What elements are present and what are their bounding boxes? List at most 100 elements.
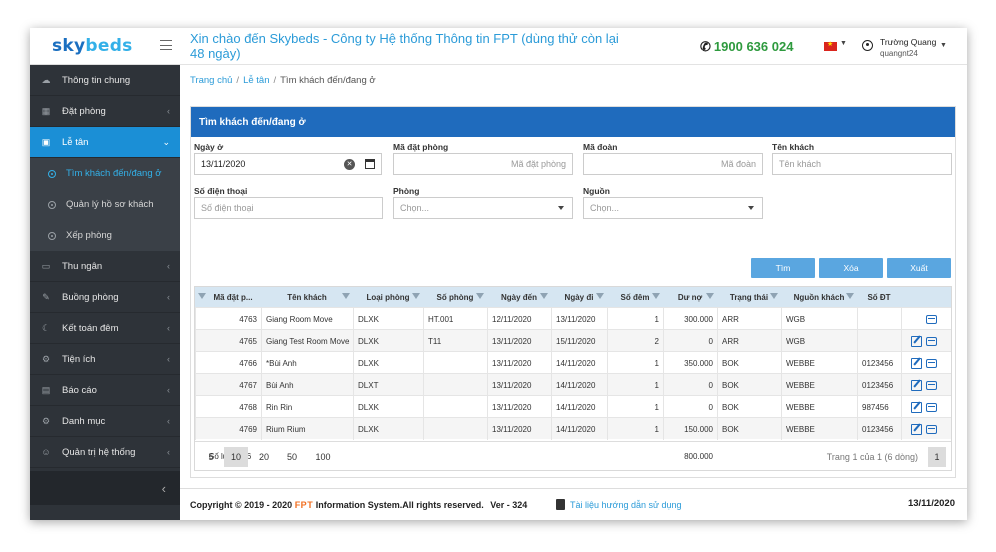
column-header-room-type[interactable]: Loại phòng <box>353 287 423 307</box>
user-login: quangnt24 <box>880 49 918 58</box>
vietnam-flag-icon[interactable] <box>824 40 837 51</box>
guest-name-input[interactable]: Tên khách <box>772 153 952 175</box>
group-code-input[interactable]: Mã đoàn <box>583 153 763 175</box>
column-header-arrival[interactable]: Ngày đến <box>487 287 551 307</box>
sidebar-item-reception[interactable]: ▣ Lễ tân ⌄ <box>30 127 180 158</box>
sidebar-item-reports[interactable]: ▤ Báo cáo ‹ <box>30 375 180 406</box>
filter-icon[interactable] <box>198 293 206 299</box>
page-number-button[interactable]: 1 <box>928 447 946 467</box>
column-header-departure[interactable]: Ngày đi <box>551 287 607 307</box>
user-guide-link[interactable]: Tài liệu hướng dẫn sử dụng <box>556 499 682 510</box>
booking-code-input[interactable]: Mã đặt phòng <box>393 153 573 175</box>
column-header-source[interactable]: Nguồn khách <box>781 287 857 307</box>
filter-icon[interactable] <box>706 293 714 299</box>
card-icon[interactable] <box>926 380 937 390</box>
column-header-booking-code[interactable]: Mã đặt p... <box>195 287 261 307</box>
edit-icon[interactable] <box>911 379 922 391</box>
cell-type: DLXK <box>353 396 423 418</box>
sidebar-item-night-audit[interactable]: ☾ Kết toán đêm ‹ <box>30 313 180 344</box>
sidebar-item-utilities[interactable]: ⚙ Tiện ích ‹ <box>30 344 180 375</box>
date-field[interactable]: 13/11/2020 ✕ <box>194 153 382 175</box>
card-icon[interactable] <box>926 336 937 346</box>
column-header-nights[interactable]: Số đêm <box>607 287 663 307</box>
phone-input[interactable]: Số điện thoại <box>194 197 383 219</box>
logo[interactable]: skybeds <box>52 36 133 56</box>
filter-icon[interactable] <box>846 293 854 299</box>
breadcrumb-section[interactable]: Lễ tân <box>243 75 270 86</box>
hamburger-icon[interactable] <box>160 40 172 50</box>
user-avatar-icon[interactable] <box>862 40 873 51</box>
sidebar-subitem-guest-profiles[interactable]: Quản lý hồ sơ khách <box>30 189 180 220</box>
column-header-guest-name[interactable]: Tên khách <box>261 287 353 307</box>
clear-button[interactable]: Xóa <box>819 258 883 278</box>
cell-depart: 14/11/2020 <box>551 352 607 374</box>
room-select[interactable]: Chọn... <box>393 197 573 219</box>
sidebar-subitem-room-assign[interactable]: Xếp phòng <box>30 220 180 251</box>
page-size-option[interactable]: 50 <box>286 452 297 462</box>
sidebar-item-catalog[interactable]: ⚙ Danh mục ‹ <box>30 406 180 437</box>
sidebar-subitem-label: Quản lý hồ sơ khách <box>66 199 154 210</box>
filter-icon[interactable] <box>412 293 420 299</box>
logo-accent: beds <box>85 36 133 56</box>
chevron-left-icon: ‹ <box>167 323 170 333</box>
gear-icon: ⚙ <box>41 353 51 364</box>
cell-type: DLXT <box>353 374 423 396</box>
table-row[interactable]: 4767 Bùi Anh DLXT 13/11/2020 14/11/2020 1 0 BOK… <box>195 373 951 396</box>
filter-icon[interactable] <box>596 293 604 299</box>
sidebar-item-admin[interactable]: ☺ Quản trị hệ thống ‹ <box>30 437 180 468</box>
caret-down-icon[interactable]: ▼ <box>940 42 947 49</box>
hotline[interactable]: ✆ 1900 636 024 <box>700 39 793 55</box>
filter-icon[interactable] <box>476 293 484 299</box>
hotline-number: 1900 636 024 <box>713 39 794 54</box>
circle-dot-icon <box>48 200 56 209</box>
cell-arrive: 13/11/2020 <box>487 374 551 396</box>
sidebar-item-cashier[interactable]: ▭ Thu ngân ‹ <box>30 251 180 282</box>
page-size-option[interactable]: 20 <box>258 452 269 462</box>
column-header-room-number[interactable]: Số phòng <box>423 287 487 307</box>
row-actions <box>901 330 953 352</box>
filter-icon[interactable] <box>770 293 778 299</box>
filter-icon[interactable] <box>342 293 350 299</box>
sidebar-item-label: Thông tin chung <box>62 74 131 86</box>
column-header-label: Dư nợ <box>677 292 703 302</box>
card-icon[interactable] <box>926 314 937 324</box>
column-header-status[interactable]: Trạng thái <box>717 287 781 307</box>
table-row[interactable]: 4769 Rium Rium DLXK 13/11/2020 14/11/2020 1 15… <box>195 417 951 440</box>
cell-name: *Bùi Anh <box>261 352 353 374</box>
page-size-option[interactable]: 5 <box>208 452 214 462</box>
export-button[interactable]: Xuất <box>887 258 951 278</box>
cell-source: WGB <box>781 330 857 352</box>
card-icon[interactable] <box>926 358 937 368</box>
sidebar-item-general[interactable]: ☁ Thông tin chung <box>30 65 180 96</box>
cell-type: DLXK <box>353 308 423 330</box>
breadcrumb-home[interactable]: Trang chủ <box>190 75 233 86</box>
filter-icon[interactable] <box>540 293 548 299</box>
search-button[interactable]: Tìm <box>751 258 815 278</box>
sidebar-item-booking[interactable]: ▦ Đặt phòng ‹ <box>30 96 180 127</box>
filter-icon[interactable] <box>652 293 660 299</box>
edit-icon[interactable] <box>911 357 922 369</box>
page-size-option[interactable]: 100 <box>315 452 331 462</box>
sidebar-subitem-find-guest[interactable]: Tìm khách đến/đang ở <box>30 158 180 189</box>
card-icon[interactable] <box>926 402 937 412</box>
calendar-icon[interactable] <box>365 159 375 169</box>
sidebar-item-housekeeping[interactable]: ✎ Buồng phòng ‹ <box>30 282 180 313</box>
card-icon[interactable] <box>926 424 937 434</box>
column-header-phone[interactable]: Số ĐT <box>857 287 901 307</box>
column-header-balance[interactable]: Dư nợ <box>663 287 717 307</box>
table-row[interactable]: 4763 Giang Room Move DLXK HT.001 12/11/2020 1… <box>195 307 951 330</box>
cell-balance: 0 <box>663 330 717 352</box>
table-row[interactable]: 4768 Rin Rin DLXK 13/11/2020 14/11/2020 1 0 BOK… <box>195 395 951 418</box>
table-row[interactable]: 4766 *Bùi Anh DLXK 13/11/2020 14/11/2020 1 350… <box>195 351 951 374</box>
caret-down-icon[interactable]: ▼ <box>840 40 847 47</box>
edit-icon[interactable] <box>911 423 922 435</box>
page-size-option[interactable]: 10 <box>224 447 248 467</box>
table-row[interactable]: 4765 Giang Test Room Move DLXK T11 13/11/202… <box>195 329 953 352</box>
sidebar-collapse-button[interactable]: ‹ <box>30 471 180 505</box>
clear-icon[interactable]: ✕ <box>344 159 355 170</box>
edit-icon[interactable] <box>911 401 922 413</box>
user-name[interactable]: Trường Quang <box>880 37 937 47</box>
edit-icon[interactable] <box>911 335 922 347</box>
guest-name-label: Tên khách <box>772 142 815 152</box>
source-select[interactable]: Chọn... <box>583 197 763 219</box>
